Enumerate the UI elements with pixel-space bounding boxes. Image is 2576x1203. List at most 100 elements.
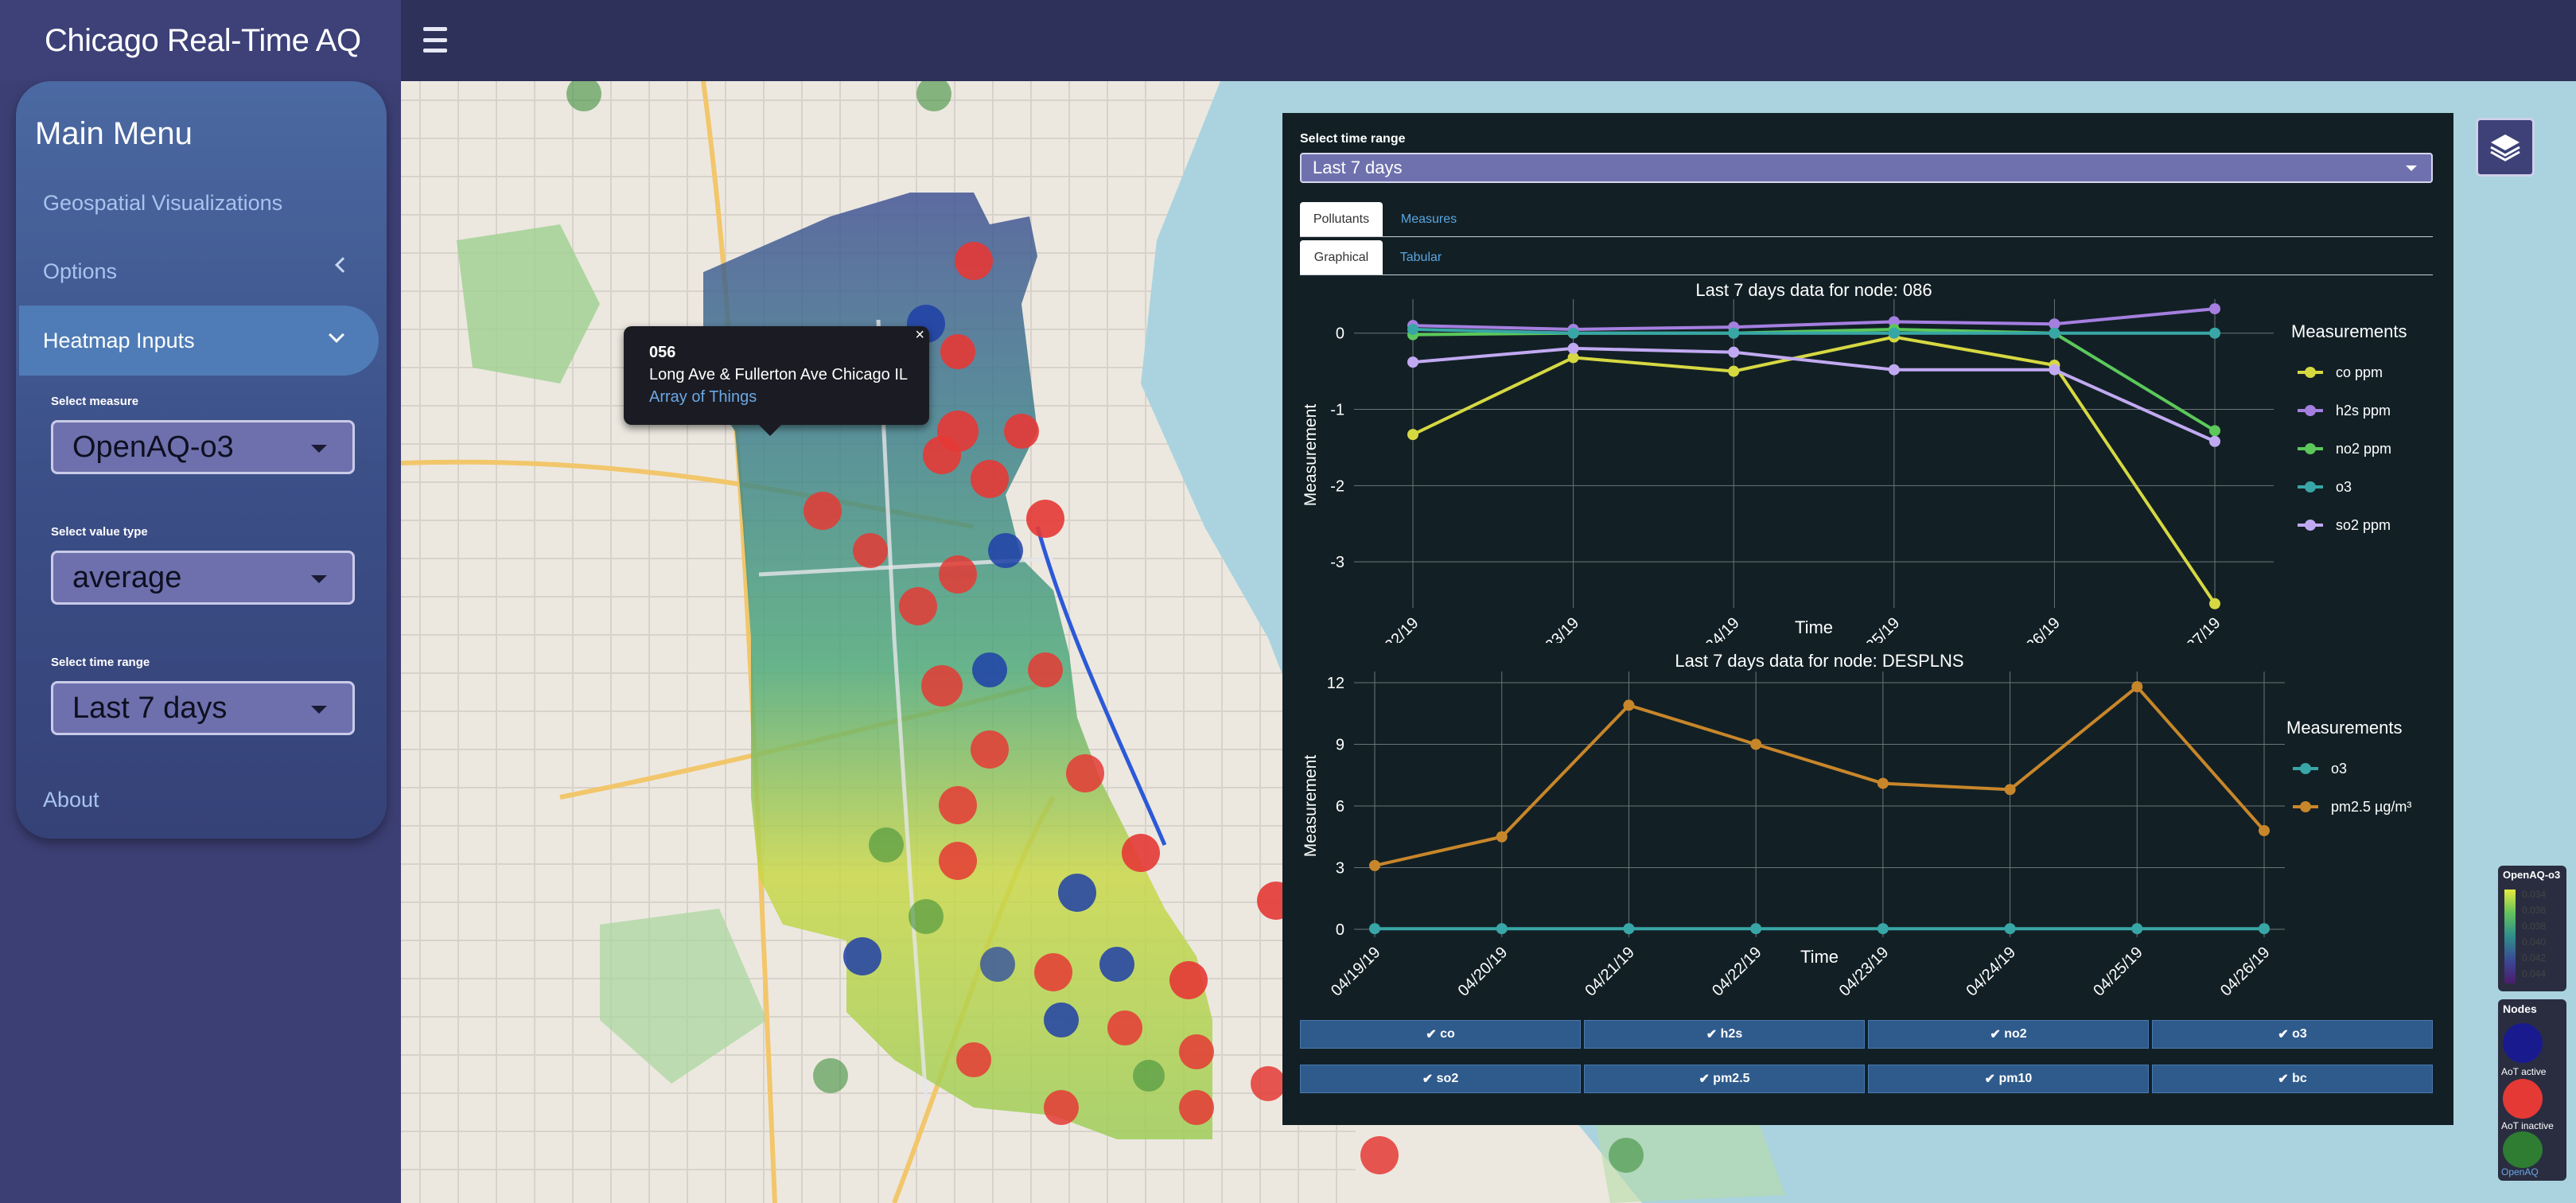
data-point xyxy=(1369,923,1380,935)
node-active[interactable] xyxy=(1099,947,1134,982)
chart-node-086: Last 7 days data for node: 086 0 -1 -2 -3 04/… xyxy=(1298,277,2436,643)
value-type-select[interactable]: average xyxy=(51,551,355,605)
popup-address: Long Ave & Fullerton Ave Chicago IL xyxy=(649,366,909,383)
node-openaq[interactable] xyxy=(916,81,951,111)
legend-swatch xyxy=(2305,520,2316,531)
node-inactive[interactable] xyxy=(939,786,977,824)
node-inactive[interactable] xyxy=(939,842,977,880)
x-tick-label: 04/23/19 xyxy=(1527,614,1583,643)
node-inactive[interactable] xyxy=(940,334,975,369)
tab-pollutants[interactable]: Pollutants xyxy=(1300,202,1383,236)
legend-swatch xyxy=(2300,763,2311,774)
node-inactive[interactable] xyxy=(971,730,1009,769)
node-openaq[interactable] xyxy=(1133,1060,1165,1092)
data-point xyxy=(1728,327,1740,339)
tab-tabular[interactable]: Tabular xyxy=(1399,250,1442,264)
toggle-so2-button[interactable]: ✔ so2 xyxy=(1300,1065,1581,1093)
series-line xyxy=(1374,684,2266,867)
x-tick-label: 04/19/19 xyxy=(1328,944,1384,1000)
node-inactive[interactable] xyxy=(1360,1136,1399,1174)
node-inactive[interactable] xyxy=(853,533,888,568)
node-openaq[interactable] xyxy=(869,827,904,862)
panel-tabs: Pollutants Measures xyxy=(1300,202,2433,237)
node-inactive[interactable] xyxy=(1169,961,1208,999)
node-inactive[interactable] xyxy=(1066,754,1104,792)
node-active[interactable] xyxy=(988,533,1023,568)
node-inactive[interactable] xyxy=(1044,1090,1079,1125)
sidebar-item-heatmap-inputs[interactable]: Heatmap Inputs xyxy=(19,306,379,376)
node-active[interactable] xyxy=(972,652,1007,687)
toggle-h2s-button[interactable]: ✔ h2s xyxy=(1584,1020,1865,1049)
node-inactive[interactable] xyxy=(1122,834,1160,872)
x-tick-label: 04/25/19 xyxy=(1847,614,1904,643)
x-tick-label: 04/25/19 xyxy=(2090,944,2146,1000)
legend-label: o3 xyxy=(2331,761,2347,777)
check-icon: ✔ xyxy=(1426,1028,1441,1041)
toggle-pm10-button[interactable]: ✔ pm10 xyxy=(1868,1065,2149,1093)
node-inactive[interactable] xyxy=(1107,1010,1142,1045)
popup-source-link[interactable]: Array of Things xyxy=(649,388,757,406)
series-line xyxy=(1412,346,2216,443)
panel-time-select[interactable]: Last 7 days xyxy=(1300,153,2433,183)
data-point xyxy=(1888,316,1900,328)
node-inactive[interactable] xyxy=(1034,953,1072,991)
sidebar-item-about[interactable]: About xyxy=(43,788,99,812)
node-active[interactable] xyxy=(843,937,881,975)
node-inactive[interactable] xyxy=(921,665,963,707)
tab-graphical[interactable]: Graphical xyxy=(1300,240,1383,274)
node-active[interactable] xyxy=(1044,1002,1079,1038)
node-inactive[interactable] xyxy=(804,492,842,530)
data-point xyxy=(2209,435,2220,447)
node-openaq[interactable] xyxy=(909,899,944,934)
park xyxy=(600,909,767,1084)
popup-node-id: 056 xyxy=(649,344,676,361)
caret-down-icon xyxy=(311,575,327,583)
data-point xyxy=(2209,425,2220,437)
node-inactive[interactable] xyxy=(955,242,993,280)
node-inactive[interactable] xyxy=(923,436,961,474)
node-openaq[interactable] xyxy=(566,81,601,111)
node-inactive[interactable] xyxy=(1028,652,1063,687)
park xyxy=(1594,1108,1785,1203)
data-point xyxy=(1877,923,1889,935)
measure-select[interactable]: OpenAQ-o3 xyxy=(51,420,355,474)
tab-measures[interactable]: Measures xyxy=(1400,212,1457,226)
data-point xyxy=(1750,923,1762,935)
toggle-co-button[interactable]: ✔ co xyxy=(1300,1020,1581,1049)
node-inactive[interactable] xyxy=(1179,1090,1214,1125)
close-icon[interactable]: × xyxy=(915,326,924,344)
sidebar-item-options[interactable]: Options xyxy=(43,259,118,283)
toggle-no2-button[interactable]: ✔ no2 xyxy=(1868,1020,2149,1049)
data-point xyxy=(1623,699,1635,711)
toggle-label: h2s xyxy=(1720,1027,1743,1041)
node-inactive[interactable] xyxy=(1026,500,1064,538)
toggle-label: pm2.5 xyxy=(1713,1072,1750,1085)
node-openaq[interactable] xyxy=(1609,1138,1644,1173)
data-point xyxy=(1567,342,1579,354)
inactive-node-swatch xyxy=(2503,1079,2543,1119)
legend-label: so2 ppm xyxy=(2336,517,2391,533)
node-openaq[interactable] xyxy=(813,1058,848,1093)
x-tick-label: 04/26/19 xyxy=(2007,614,2064,643)
node-inactive[interactable] xyxy=(1004,414,1039,449)
node-inactive[interactable] xyxy=(956,1042,991,1077)
park xyxy=(457,224,600,383)
layers-control[interactable] xyxy=(2476,118,2535,177)
toggle-pm25-button[interactable]: ✔ pm2.5 xyxy=(1584,1065,1865,1093)
node-inactive[interactable] xyxy=(971,460,1009,498)
node-inactive[interactable] xyxy=(1251,1066,1286,1101)
y-tick-label: 3 xyxy=(1336,860,1344,878)
node-active[interactable] xyxy=(980,947,1015,982)
time-range-select[interactable]: Last 7 days xyxy=(51,681,355,735)
node-inactive[interactable] xyxy=(1179,1034,1214,1069)
node-inactive[interactable] xyxy=(939,555,977,594)
check-icon: ✔ xyxy=(2278,1028,2293,1041)
node-active[interactable] xyxy=(1058,874,1096,912)
check-icon: ✔ xyxy=(1706,1028,1721,1041)
toggle-o3-button[interactable]: ✔ o3 xyxy=(2152,1020,2433,1049)
y-tick-label: -3 xyxy=(1330,554,1344,571)
sidebar-item-geospatial[interactable]: Geospatial Visualizations xyxy=(43,191,283,215)
toggle-bc-button[interactable]: ✔ bc xyxy=(2152,1065,2433,1093)
node-inactive[interactable] xyxy=(899,587,937,625)
menu-toggle-icon[interactable] xyxy=(414,24,457,56)
